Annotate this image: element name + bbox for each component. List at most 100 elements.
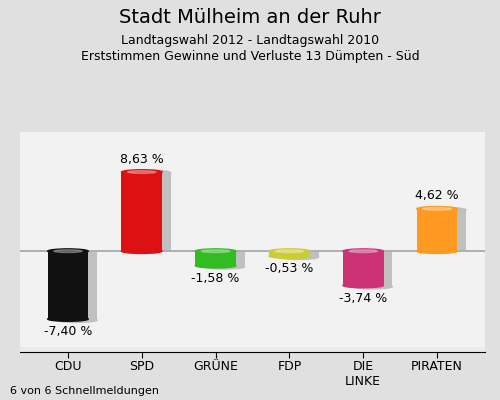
Bar xyxy=(16,349,500,351)
Bar xyxy=(16,349,500,351)
Bar xyxy=(16,250,488,252)
Ellipse shape xyxy=(130,170,171,176)
Bar xyxy=(204,252,245,267)
Bar xyxy=(16,349,500,351)
Bar xyxy=(16,348,500,350)
Bar xyxy=(16,348,500,350)
Bar xyxy=(16,348,500,351)
Bar xyxy=(16,348,500,350)
Bar xyxy=(16,349,500,352)
Bar xyxy=(16,349,500,351)
Ellipse shape xyxy=(202,250,230,252)
Bar xyxy=(16,348,500,351)
Bar xyxy=(16,350,500,352)
Bar xyxy=(16,348,500,350)
Bar xyxy=(16,349,500,351)
Bar xyxy=(130,173,171,252)
Ellipse shape xyxy=(352,284,393,289)
Bar xyxy=(16,348,500,350)
Bar xyxy=(16,349,500,352)
Bar xyxy=(16,348,500,350)
Bar xyxy=(16,348,500,351)
Bar xyxy=(16,350,500,352)
Ellipse shape xyxy=(128,171,156,174)
Ellipse shape xyxy=(416,249,458,254)
Bar xyxy=(16,348,500,350)
Bar xyxy=(16,349,500,351)
Ellipse shape xyxy=(54,250,82,252)
Bar xyxy=(416,209,458,251)
Text: 8,63 %: 8,63 % xyxy=(120,153,164,166)
Bar xyxy=(16,349,500,351)
Ellipse shape xyxy=(278,255,318,260)
Bar xyxy=(16,349,500,352)
Bar xyxy=(16,348,500,350)
Bar xyxy=(16,349,500,351)
Bar xyxy=(16,348,500,350)
Bar xyxy=(16,349,500,352)
Bar xyxy=(16,348,500,350)
Bar xyxy=(16,350,500,352)
Bar xyxy=(16,348,500,350)
Bar xyxy=(278,252,318,257)
Ellipse shape xyxy=(426,208,466,212)
Text: 6 von 6 Schnellmeldungen: 6 von 6 Schnellmeldungen xyxy=(10,386,159,396)
Bar xyxy=(16,348,500,350)
Bar xyxy=(16,348,500,351)
Bar xyxy=(16,349,500,352)
Bar xyxy=(16,348,500,350)
Bar xyxy=(16,348,500,350)
Bar xyxy=(16,348,500,350)
Ellipse shape xyxy=(122,170,162,174)
Bar xyxy=(16,348,500,351)
Bar xyxy=(48,251,88,319)
Bar xyxy=(16,350,500,352)
Bar xyxy=(16,348,500,350)
Bar xyxy=(343,251,384,286)
Ellipse shape xyxy=(269,249,310,254)
Bar xyxy=(16,350,500,352)
Ellipse shape xyxy=(423,208,451,210)
Bar xyxy=(16,348,500,351)
Bar xyxy=(16,349,500,351)
Bar xyxy=(16,349,500,351)
Bar xyxy=(16,349,500,352)
Bar xyxy=(16,348,500,350)
Bar xyxy=(122,172,162,251)
Bar xyxy=(16,349,500,351)
Ellipse shape xyxy=(196,249,236,254)
Bar xyxy=(16,348,500,350)
Bar xyxy=(16,350,500,352)
Bar xyxy=(16,348,500,350)
Bar xyxy=(16,349,500,352)
Ellipse shape xyxy=(56,318,97,322)
Bar xyxy=(16,349,500,351)
Ellipse shape xyxy=(349,250,378,252)
Bar xyxy=(16,348,500,351)
Text: Stadt Mülheim an der Ruhr: Stadt Mülheim an der Ruhr xyxy=(119,8,381,27)
Bar xyxy=(16,348,500,350)
Ellipse shape xyxy=(196,263,236,268)
Ellipse shape xyxy=(48,249,88,254)
Bar xyxy=(16,349,500,351)
Bar xyxy=(16,349,500,352)
Bar xyxy=(352,252,393,286)
Bar xyxy=(16,348,500,350)
Bar xyxy=(16,349,500,351)
Ellipse shape xyxy=(343,283,384,288)
Bar xyxy=(16,348,500,350)
Bar xyxy=(16,349,500,351)
Text: -1,58 %: -1,58 % xyxy=(192,272,240,285)
Bar xyxy=(16,349,500,351)
Ellipse shape xyxy=(204,264,245,269)
Bar xyxy=(16,350,500,352)
Bar xyxy=(16,349,500,351)
Bar xyxy=(16,349,500,351)
Bar xyxy=(16,348,500,350)
Bar xyxy=(16,348,500,350)
Bar xyxy=(16,349,500,351)
Ellipse shape xyxy=(343,249,384,254)
Bar xyxy=(16,348,500,350)
Bar xyxy=(426,210,466,252)
Bar xyxy=(16,350,500,352)
